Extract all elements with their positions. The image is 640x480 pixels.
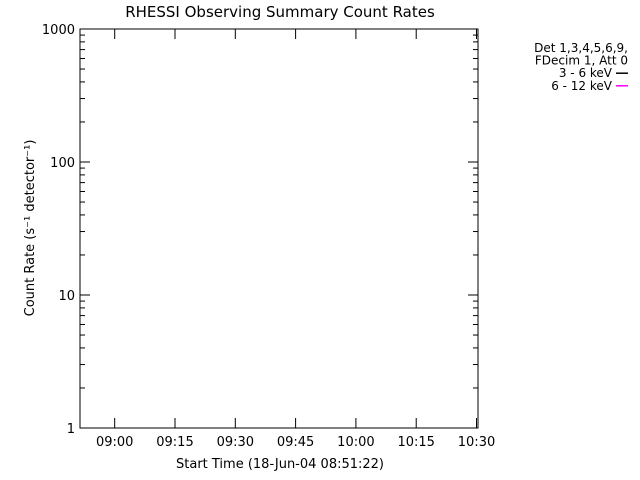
- legend-entry: 6 - 12 keV: [551, 79, 613, 93]
- legend-header: Det 1,3,4,5,6,9,: [534, 41, 628, 55]
- x-tick-label: 09:00: [96, 435, 133, 450]
- x-tick-label: 10:30: [458, 435, 495, 450]
- x-tick-label: 10:15: [397, 435, 434, 450]
- x-tick-label: 09:30: [217, 435, 254, 450]
- plot-frame: [79, 28, 479, 429]
- x-tick-label: 09:45: [277, 435, 314, 450]
- x-tick-label: 09:15: [156, 435, 193, 450]
- x-tick-label: 10:00: [337, 435, 374, 450]
- y-tick-label: 1: [67, 422, 75, 437]
- x-axis-label: Start Time (18-Jun-04 08:51:22): [176, 457, 384, 472]
- chart-title: RHESSI Observing Summary Count Rates: [125, 3, 435, 21]
- legend-header: FDecim 1, Att 0: [535, 54, 628, 68]
- legend-entry: 3 - 6 keV: [559, 66, 613, 80]
- y-tick-label: 1000: [42, 23, 75, 38]
- y-axis-label: Count Rate (s⁻¹ detector⁻¹): [23, 140, 38, 317]
- y-tick-label: 10: [58, 289, 75, 304]
- y-tick-label: 100: [50, 156, 75, 171]
